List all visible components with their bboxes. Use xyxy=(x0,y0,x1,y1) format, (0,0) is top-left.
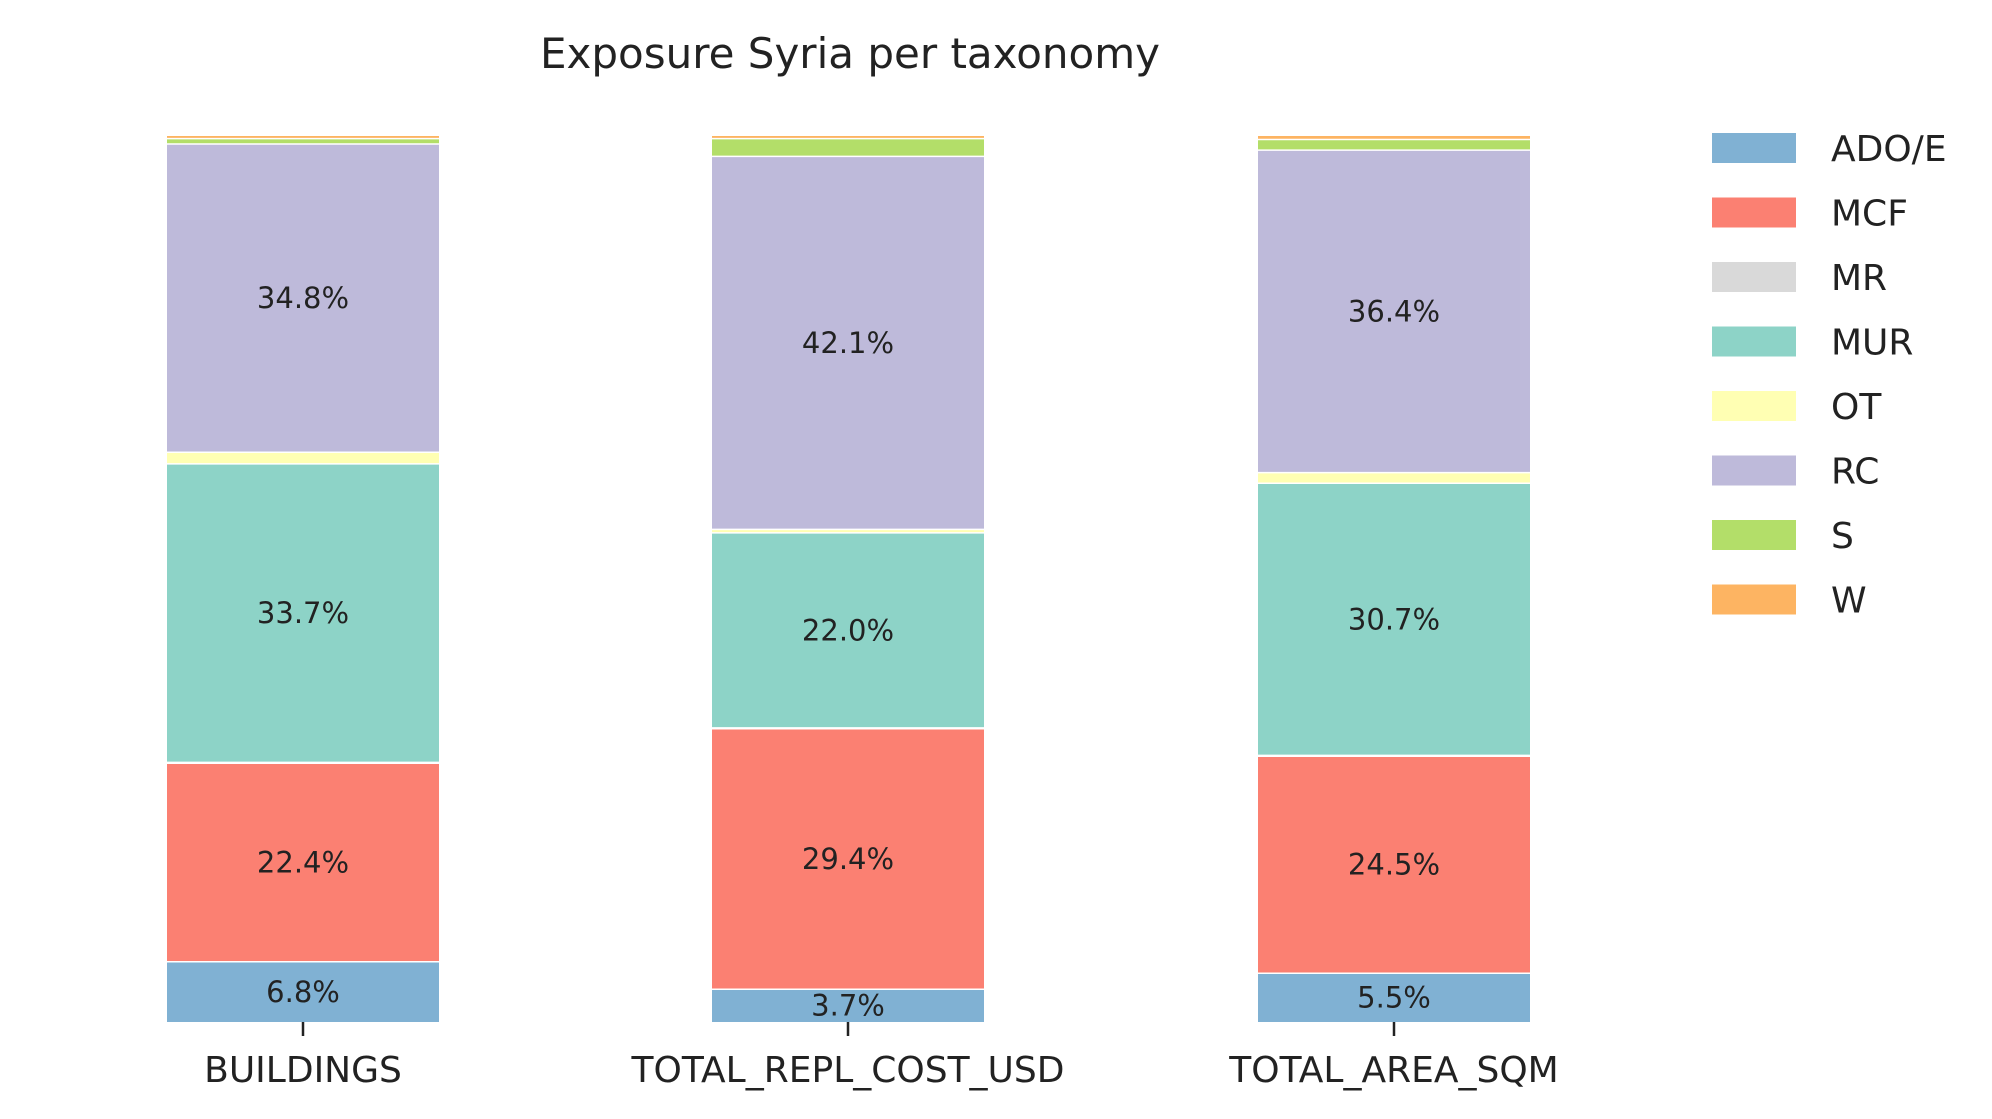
bar-segment-total_area_sqm-s xyxy=(1258,139,1530,151)
segment-label-buildings-ado-e: 6.8% xyxy=(266,975,340,1009)
bar-segment-total_repl_cost_usd-w xyxy=(712,136,984,139)
segment-label-total_repl_cost_usd-mcf: 29.4% xyxy=(802,842,894,876)
x-tick-label-total_repl_cost_usd: TOTAL_REPL_COST_USD xyxy=(631,1050,1065,1091)
bar-segment-buildings-rc xyxy=(167,143,439,453)
legend-label-rc: RC xyxy=(1831,452,1879,493)
bar-segment-total_area_sqm-ado-e xyxy=(1258,973,1530,1022)
legend: ADO/E MCF MR MUR OT RC SW xyxy=(1712,129,1947,622)
segment-label-buildings-mur: 33.7% xyxy=(257,596,349,630)
segment-label-buildings-mcf: 22.4% xyxy=(257,846,349,880)
segment-label-total_area_sqm-rc: 36.4% xyxy=(1348,294,1440,328)
legend-label-mur: MUR xyxy=(1831,323,1913,364)
legend-label-ado-e: ADO/E xyxy=(1831,129,1947,170)
legend-swatch-ado-e xyxy=(1712,133,1796,163)
bar-segment-buildings-ado-e xyxy=(167,961,439,1022)
segment-label-buildings-rc: 34.8% xyxy=(257,281,349,315)
bar-segment-total_repl_cost_usd-ado-e xyxy=(712,989,984,1022)
segment-label-total_repl_cost_usd-mur: 22.0% xyxy=(802,613,894,647)
bar-segment-buildings-ot xyxy=(167,452,439,464)
bar-segment-total_area_sqm-rc xyxy=(1258,150,1530,473)
segment-label-total_repl_cost_usd-rc: 42.1% xyxy=(802,326,894,360)
legend-swatch-mcf xyxy=(1712,197,1796,228)
bar-segment-total_area_sqm-w xyxy=(1258,136,1530,140)
legend-swatch-s xyxy=(1712,520,1796,550)
legend-swatch-rc xyxy=(1712,455,1796,486)
legend-swatch-mur xyxy=(1712,326,1796,357)
bar-segment-buildings-s xyxy=(167,138,439,144)
bar-segment-total_repl_cost_usd-rc xyxy=(712,156,984,530)
chart-title: Exposure Syria per taxonomy xyxy=(540,29,1160,78)
bar-segment-total_area_sqm-mcf xyxy=(1258,756,1530,974)
legend-label-mr: MR xyxy=(1831,258,1887,299)
bars: 6.8% 22.4% 33.7% 34.8% 3.7% 29.4% 22.0% 42.1% 5.… xyxy=(167,136,1530,1023)
bar-segment-buildings-mur xyxy=(167,463,439,763)
legend-label-mcf: MCF xyxy=(1831,194,1908,235)
legend-swatch-mr xyxy=(1712,262,1796,292)
bar-segment-total_area_sqm-mur xyxy=(1258,483,1530,756)
x-axis: BUILDINGS TOTAL_REPL_COST_USD TOTAL_AREA_S… xyxy=(204,1022,1559,1091)
segment-label-total_area_sqm-mcf: 24.5% xyxy=(1348,848,1440,882)
legend-swatch-w xyxy=(1712,584,1796,615)
bar-segment-total_repl_cost_usd-ot xyxy=(712,529,984,533)
segment-label-total_area_sqm-ado-e: 5.5% xyxy=(1357,981,1431,1015)
legend-label-w: W xyxy=(1831,581,1867,622)
segment-label-total_repl_cost_usd-ado-e: 3.7% xyxy=(811,989,885,1023)
legend-swatch-ot xyxy=(1712,391,1796,421)
bar-segment-buildings-mcf xyxy=(167,763,439,962)
segment-label-total_area_sqm-mur: 30.7% xyxy=(1348,602,1440,636)
legend-label-ot: OT xyxy=(1831,387,1882,428)
bar-segment-buildings-w xyxy=(167,136,439,139)
bar-segment-total_repl_cost_usd-s xyxy=(712,138,984,157)
bar-segment-total_area_sqm-ot xyxy=(1258,472,1530,484)
x-tick-label-buildings: BUILDINGS xyxy=(204,1050,402,1091)
legend-label-s: S xyxy=(1831,516,1854,557)
x-tick-label-total_area_sqm: TOTAL_AREA_SQM xyxy=(1228,1050,1558,1091)
bar-segment-total_repl_cost_usd-mcf xyxy=(712,728,984,990)
bar-segment-total_repl_cost_usd-mur xyxy=(712,532,984,728)
